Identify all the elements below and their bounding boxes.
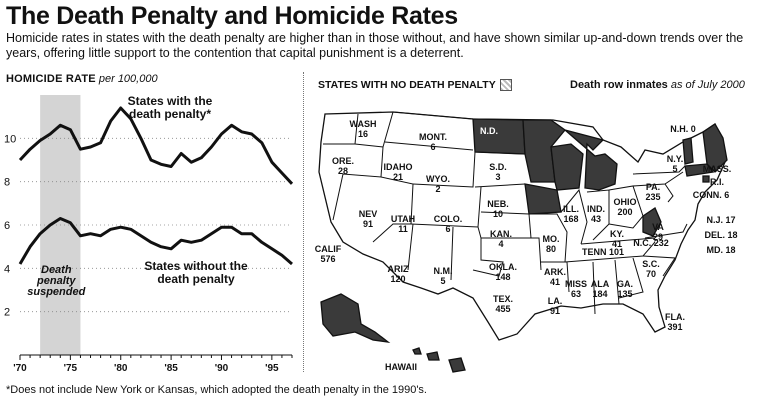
state-label-okla: OKLA. 148 bbox=[489, 262, 517, 282]
series-label-without-death-penalty: States without the death penalty bbox=[144, 259, 248, 286]
state-rhode-island bbox=[702, 175, 710, 183]
state-north-dakota bbox=[472, 118, 526, 155]
state-label-nev: NEV 91 bbox=[359, 209, 378, 229]
state-wisconsin bbox=[550, 143, 584, 191]
state-label-ariz: ARIZ 120 bbox=[388, 264, 409, 284]
state-label-ark: ARK. 41 bbox=[544, 267, 566, 287]
state-borders bbox=[323, 111, 688, 315]
map-legend-swatch bbox=[499, 79, 512, 92]
state-label-conn: CONN. 6 bbox=[693, 190, 730, 200]
state-label-ga: GA. 135 bbox=[617, 279, 633, 299]
page-subtitle: Homicide rates in states with the death … bbox=[6, 31, 744, 60]
chart-title-text: HOMICIDE RATE bbox=[6, 73, 96, 85]
us-map: WASH 16 ORE. 28 CALIF 576 IDAHO 21 NEV 91 MONT. 6 WY… bbox=[315, 111, 738, 373]
state-west-virginia bbox=[642, 207, 662, 237]
state-michigan bbox=[564, 129, 618, 191]
alaska bbox=[320, 293, 391, 343]
state-label-wyo: WYO. 2 bbox=[426, 174, 450, 194]
suspended-annotation: Death penalty suspended bbox=[27, 264, 85, 298]
x-tick-label: '95 bbox=[265, 363, 279, 374]
state-label-pa: PA. 235 bbox=[645, 182, 660, 202]
state-label-nj: N.J. 17 bbox=[706, 215, 735, 225]
state-massachusetts bbox=[684, 163, 715, 177]
hawaii bbox=[412, 347, 466, 373]
map-labels: WASH 16 ORE. 28 CALIF 576 IDAHO 21 NEV 91 MONT. 6 WY… bbox=[315, 119, 738, 372]
state-label-mont: MONT. 6 bbox=[419, 132, 447, 152]
state-label-nh: N.H. 0 bbox=[670, 124, 696, 134]
series-line-without-death-penalty bbox=[18, 217, 293, 266]
x-tick-label: '80 bbox=[114, 363, 128, 374]
page-title: The Death Penalty and Homicide Rates bbox=[6, 2, 458, 30]
map-subtitle-italic: as of July 2000 bbox=[670, 79, 745, 91]
x-tick-label: '90 bbox=[215, 363, 229, 374]
state-label-ore: ORE. 28 bbox=[332, 156, 354, 176]
y-tick-label: 10 bbox=[4, 133, 16, 145]
state-label-nm: N.M. 5 bbox=[434, 266, 453, 286]
state-label-ind: IND. 43 bbox=[587, 204, 605, 224]
state-label-del: DEL. 18 bbox=[704, 230, 737, 240]
state-label-calif: CALIF 576 bbox=[315, 244, 342, 264]
map-legend-label: STATES WITH NO DEATH PENALTY bbox=[318, 79, 496, 91]
map-shapes bbox=[318, 111, 728, 373]
series-line-with-death-penalty bbox=[18, 106, 294, 185]
x-tick-label: '85 bbox=[164, 363, 178, 374]
state-label-tex: TEX. 455 bbox=[493, 294, 513, 314]
state-label-ny: N.Y. 5 bbox=[667, 154, 684, 174]
y-tick-label: 6 bbox=[4, 220, 10, 232]
panel-divider bbox=[303, 72, 304, 372]
y-tick-label: 4 bbox=[4, 263, 10, 275]
state-label-colo: COLO. 6 bbox=[434, 214, 463, 234]
state-label-sd: S.D. 3 bbox=[489, 162, 507, 182]
state-label-ala: ALA 184 bbox=[591, 279, 610, 299]
state-label-tenn: TENN 101 bbox=[582, 247, 624, 257]
state-label-ill: ILL. 168 bbox=[563, 204, 579, 224]
state-label-nc: N.C. 232 bbox=[633, 238, 669, 248]
state-label-ohio: OHIO 200 bbox=[613, 197, 636, 217]
state-label-hawaii: HAWAII bbox=[385, 362, 417, 372]
state-label-utah: UTAH 11 bbox=[391, 214, 415, 234]
state-label-nd: N.D. bbox=[480, 126, 498, 136]
state-label-miss: MISS 63 bbox=[565, 279, 587, 299]
state-label-ky: KY. 41 bbox=[610, 229, 624, 249]
state-label-kan: KAN. 4 bbox=[490, 229, 512, 249]
state-label-ri: R.I. bbox=[710, 177, 724, 187]
state-label-sc: S.C. 70 bbox=[642, 259, 660, 279]
x-tick-label: '70 bbox=[13, 363, 27, 374]
state-label-neb: NEB. 10 bbox=[487, 199, 509, 219]
map-legend: STATES WITH NO DEATH PENALTY bbox=[318, 79, 512, 92]
state-label-va: VA 29 bbox=[652, 222, 664, 242]
series-label-with-death-penalty: States with the death penalty* bbox=[128, 94, 213, 121]
state-label-wash: WASH 16 bbox=[350, 119, 377, 139]
state-label-la: LA. 91 bbox=[548, 296, 563, 316]
state-label-mo: MO. 80 bbox=[543, 234, 560, 254]
state-label-md: MD. 18 bbox=[706, 245, 735, 255]
y-tick-label: 8 bbox=[4, 177, 10, 189]
state-label-idaho: IDAHO 21 bbox=[384, 162, 413, 182]
x-tick-label: '75 bbox=[64, 363, 78, 374]
map-subtitle-bold: Death row inmates bbox=[570, 79, 668, 91]
chart-unit: per 100,000 bbox=[98, 73, 158, 85]
homicide-rate-chart: 2 4 6 8 10 '70 '75 '80 '85 '90 '95 States with the d… bbox=[4, 94, 294, 374]
state-vermont bbox=[682, 137, 694, 165]
state-label-fla: FLA. 391 bbox=[665, 312, 685, 332]
y-tick-label: 2 bbox=[4, 307, 10, 319]
footnote: *Does not include New York or Kansas, wh… bbox=[6, 384, 427, 396]
state-label-mass: MASS. bbox=[703, 164, 732, 174]
map-subtitle: Death row inmates as of July 2000 bbox=[570, 79, 745, 91]
us-outline bbox=[318, 111, 726, 341]
chart-title: HOMICIDE RATE per 100,000 bbox=[6, 73, 158, 85]
